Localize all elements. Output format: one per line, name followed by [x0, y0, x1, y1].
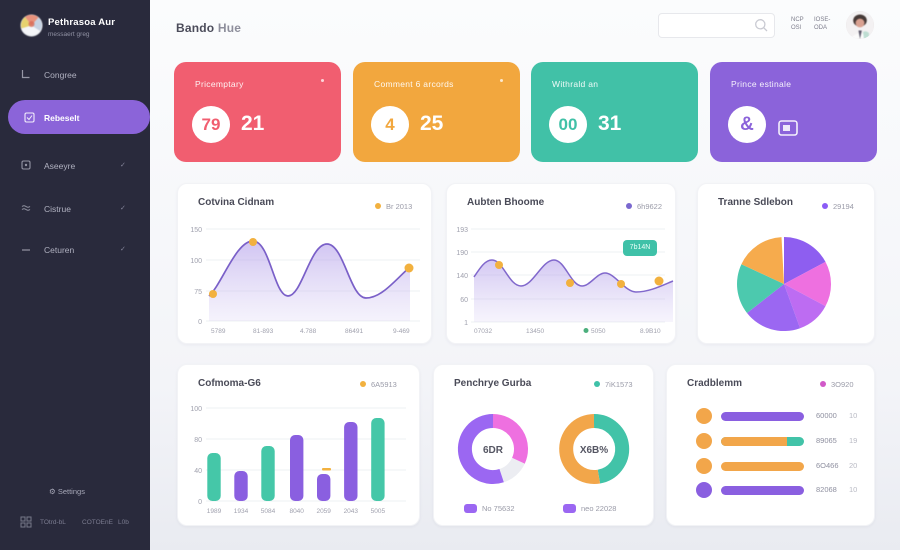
svg-text:1934: 1934 — [234, 508, 249, 515]
svg-text:8.9B10: 8.9B10 — [640, 328, 661, 335]
svg-text:5005: 5005 — [371, 508, 386, 515]
svg-text:140: 140 — [456, 273, 468, 280]
svg-text:5789: 5789 — [211, 328, 226, 335]
svg-text:150: 150 — [190, 227, 202, 234]
svg-text:13450: 13450 — [526, 328, 544, 335]
svg-text:5050: 5050 — [591, 328, 606, 335]
svg-text:60: 60 — [460, 297, 468, 304]
svg-text:0: 0 — [198, 319, 202, 326]
svg-text:190: 190 — [456, 250, 468, 257]
svg-text:6DR: 6DR — [483, 445, 504, 456]
svg-text:9-469: 9-469 — [393, 328, 410, 335]
svg-text:40: 40 — [194, 468, 202, 475]
svg-text:100: 100 — [190, 406, 202, 413]
svg-text:X6B%: X6B% — [580, 445, 608, 456]
svg-text:0: 0 — [198, 499, 202, 506]
svg-text:75: 75 — [194, 289, 202, 296]
svg-text:2043: 2043 — [344, 508, 359, 515]
svg-text:80: 80 — [194, 437, 202, 444]
svg-text:81-893: 81-893 — [253, 328, 274, 335]
svg-text:86491: 86491 — [345, 328, 363, 335]
svg-text:1989: 1989 — [207, 508, 222, 515]
svg-text:2059: 2059 — [316, 508, 331, 515]
svg-text:07032: 07032 — [474, 328, 492, 335]
svg-text:1: 1 — [464, 320, 468, 327]
svg-text:8040: 8040 — [289, 508, 304, 515]
svg-text:5084: 5084 — [261, 508, 276, 515]
svg-text:4.788: 4.788 — [300, 328, 317, 335]
svg-text:193: 193 — [456, 227, 468, 234]
svg-text:100: 100 — [190, 258, 202, 265]
